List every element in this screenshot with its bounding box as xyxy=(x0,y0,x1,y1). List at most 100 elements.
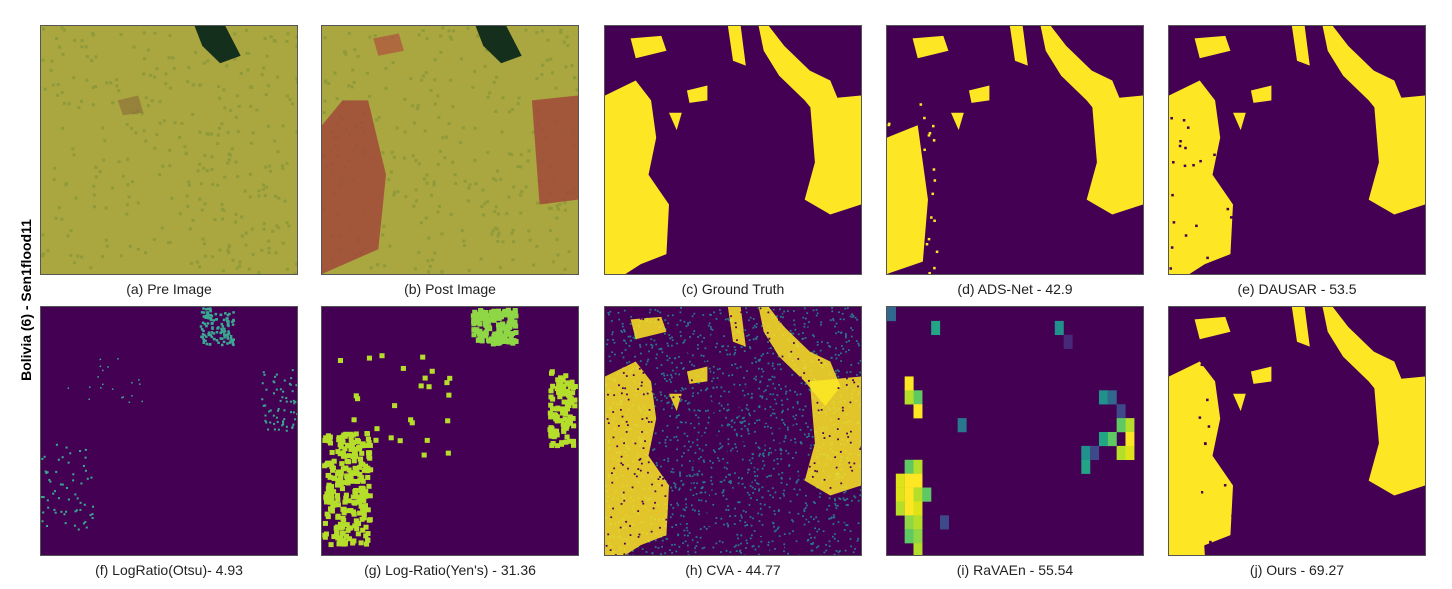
image-shape xyxy=(339,524,346,530)
image-shape xyxy=(689,488,692,491)
image-shape xyxy=(660,399,663,402)
image-shape xyxy=(268,164,272,168)
image-shape xyxy=(540,73,544,77)
image-shape xyxy=(527,229,531,233)
image-shape xyxy=(570,64,574,68)
image-shape xyxy=(198,83,202,87)
image-shape xyxy=(334,524,340,530)
image-shape xyxy=(849,430,852,433)
image-shape xyxy=(676,342,678,345)
image-shape xyxy=(718,447,721,450)
image-shape xyxy=(338,535,344,541)
image-shape xyxy=(734,515,737,517)
image-shape xyxy=(493,210,497,214)
image-shape xyxy=(837,375,840,378)
image-shape xyxy=(737,476,740,479)
image-shape xyxy=(722,497,725,500)
image-shape xyxy=(850,313,853,316)
image-shape xyxy=(345,508,351,514)
image-shape xyxy=(627,335,630,338)
image-shape xyxy=(754,488,756,490)
image-shape xyxy=(776,394,779,396)
image-shape xyxy=(817,545,820,548)
image-shape xyxy=(234,160,238,164)
image-shape xyxy=(94,85,98,89)
image-shape xyxy=(701,547,704,550)
image-shape xyxy=(767,362,770,365)
image-shape xyxy=(906,136,910,139)
image-shape xyxy=(734,349,737,351)
image-shape xyxy=(630,35,667,59)
image-shape xyxy=(365,436,371,442)
image-shape xyxy=(1178,361,1182,364)
image-shape xyxy=(535,31,539,35)
image-shape xyxy=(686,423,689,426)
image-shape xyxy=(49,68,53,72)
image-shape xyxy=(798,488,801,491)
image-shape xyxy=(1199,159,1202,163)
image-shape xyxy=(735,432,738,435)
image-shape xyxy=(516,102,520,106)
image-shape xyxy=(668,378,671,381)
image-shape xyxy=(643,343,646,346)
image-shape xyxy=(780,458,783,460)
image-shape xyxy=(558,202,562,206)
image-shape xyxy=(705,359,707,362)
image-shape xyxy=(226,130,230,134)
image-shape xyxy=(697,336,699,338)
panel: (c) Ground Truth xyxy=(604,25,862,297)
image-shape xyxy=(503,328,509,334)
image-shape xyxy=(564,424,570,430)
image-shape xyxy=(755,445,758,448)
image-shape xyxy=(226,323,230,326)
image-shape xyxy=(226,337,230,340)
image-shape xyxy=(781,418,784,421)
image-shape xyxy=(368,467,374,473)
image-shape xyxy=(323,462,329,468)
image-shape xyxy=(130,180,135,184)
image-shape xyxy=(784,395,787,398)
image-shape xyxy=(43,455,46,458)
image-shape xyxy=(205,169,209,173)
image-shape xyxy=(773,525,775,528)
image-shape xyxy=(655,462,658,464)
image-shape xyxy=(126,157,130,161)
image-shape xyxy=(773,382,776,384)
image-shape xyxy=(835,370,837,372)
image-shape xyxy=(262,227,266,231)
image-shape xyxy=(411,154,415,158)
image-shape xyxy=(739,421,742,423)
image-shape xyxy=(675,550,678,553)
image-shape xyxy=(562,416,568,422)
image-shape xyxy=(846,524,849,526)
image-shape xyxy=(795,414,798,417)
image-shape xyxy=(647,421,650,423)
image-shape xyxy=(751,457,754,460)
image-shape xyxy=(245,51,249,55)
image-shape xyxy=(743,554,746,555)
image-shape xyxy=(620,503,623,505)
image-shape xyxy=(679,421,682,423)
image-shape xyxy=(714,539,717,542)
image-shape xyxy=(695,493,698,495)
image-shape xyxy=(80,39,84,43)
image-shape xyxy=(685,506,688,509)
image-shape xyxy=(691,395,694,397)
image-shape xyxy=(816,530,819,533)
image-shape xyxy=(665,380,668,383)
image-shape xyxy=(193,50,198,54)
image-shape xyxy=(155,67,159,71)
image-shape xyxy=(277,226,281,230)
image-shape xyxy=(690,498,692,501)
image-shape xyxy=(761,395,764,398)
image-shape xyxy=(774,491,777,494)
image-shape xyxy=(239,72,243,75)
image-shape xyxy=(607,312,610,314)
image-shape xyxy=(718,367,721,370)
image-shape xyxy=(655,348,658,350)
image-shape xyxy=(758,406,761,408)
image-shape xyxy=(567,384,573,389)
image-shape xyxy=(351,458,357,464)
image-shape xyxy=(234,115,238,119)
image-shape xyxy=(363,524,369,530)
